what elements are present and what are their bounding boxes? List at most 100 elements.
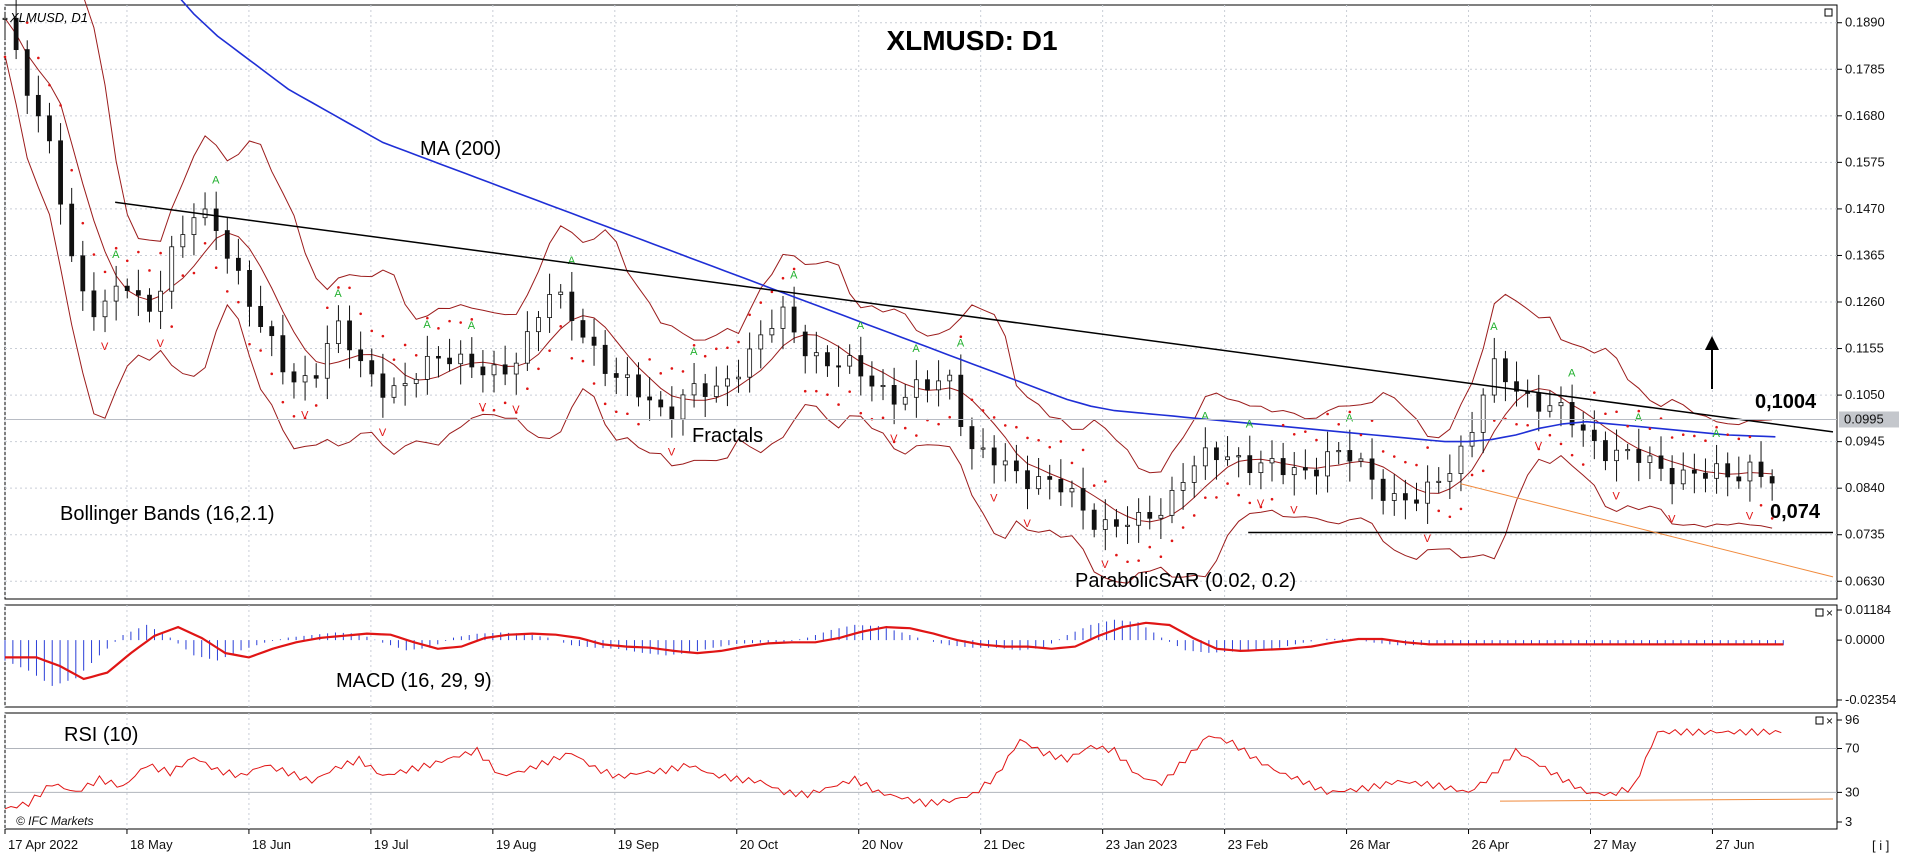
main-y-tick-label: 0.1785 [1845, 61, 1885, 76]
candle-body [1269, 458, 1275, 464]
candle-body [1258, 462, 1264, 474]
fractal-up-marker: A [912, 343, 920, 355]
fractal-down-marker: V [1613, 490, 1621, 502]
sar-dot [437, 327, 440, 330]
candle-body [769, 328, 775, 336]
sar-dot [1003, 424, 1007, 427]
candle-body [1291, 467, 1297, 476]
sar-dot [848, 390, 851, 393]
sar-dot [1170, 539, 1174, 543]
candle-body [291, 371, 297, 383]
candle-body [302, 375, 308, 383]
macd-label: MACD (16, 29, 9) [336, 670, 492, 692]
candle-body [458, 353, 464, 365]
sar-dot [348, 286, 351, 290]
sar-dot [792, 267, 796, 271]
fractal-up-marker: A [423, 319, 431, 331]
main-y-tick-label: 0.0630 [1845, 573, 1885, 588]
candle-body [1102, 519, 1108, 530]
candle-body [1202, 447, 1208, 467]
footer-info-icon[interactable]: [ i ] [1872, 838, 1889, 853]
chart-title: XLMUSD: D1 [886, 25, 1057, 56]
orange-trend-line [1460, 483, 1834, 578]
sar-dot [1015, 425, 1018, 429]
sar-dot [259, 349, 262, 352]
candle-body [358, 349, 364, 362]
candle-body [1425, 481, 1431, 504]
main-y-tick-label: 0.0945 [1845, 434, 1885, 449]
sar-dot [637, 422, 640, 426]
sar-dot [815, 389, 818, 393]
candle-body [324, 343, 330, 379]
trend-lines: 0.0995 [5, 201, 1899, 578]
sar-dot [1459, 507, 1463, 511]
candle-body [658, 399, 664, 408]
candle-body [1125, 524, 1130, 527]
candle-body [1247, 455, 1253, 474]
fractal-up-marker: A [1635, 412, 1643, 424]
sar-dot [326, 306, 329, 310]
candle-body [213, 208, 219, 231]
candle-body [1047, 476, 1053, 480]
candle-body [1302, 467, 1308, 471]
candle-body [135, 290, 141, 296]
sar-dot [781, 276, 785, 280]
fractal-down-marker: V [1290, 504, 1298, 516]
candle-body [1225, 456, 1230, 461]
macd-y-tick-label: -0.02354 [1845, 692, 1896, 707]
sar-dot [1670, 436, 1674, 439]
sar-dot [715, 347, 718, 351]
sar-dot [659, 372, 663, 375]
macd-pane-maximize-icon[interactable] [1815, 608, 1824, 617]
sar-dot [1037, 438, 1040, 442]
candle-body [191, 217, 197, 235]
sar-dot [25, 21, 29, 24]
rsi-pane-close-icon[interactable]: × [1826, 714, 1833, 728]
candle-body [158, 290, 163, 312]
sar-dot [1259, 505, 1263, 509]
candle-body [1614, 449, 1619, 462]
main-pane-maximize-icon[interactable] [1824, 8, 1833, 17]
candle-body [502, 364, 508, 375]
sar-dot [470, 318, 474, 321]
sar-dot [192, 271, 196, 275]
macd-pane-close-icon[interactable]: × [1826, 606, 1833, 620]
candle-body [91, 290, 97, 318]
sar-dot [1404, 460, 1407, 464]
candle-body [147, 294, 152, 312]
candle-body [280, 335, 286, 373]
candle-body [669, 406, 675, 420]
candle-body [1758, 461, 1764, 477]
rsi-pane-maximize-icon[interactable] [1815, 716, 1824, 725]
sar-dot [559, 324, 563, 328]
sar-dot [903, 426, 907, 430]
candle-body [947, 374, 953, 382]
sar-dot [1448, 515, 1452, 519]
up-arrow-icon [1705, 336, 1719, 350]
sar-dot [1581, 463, 1585, 466]
sar-dot [503, 401, 507, 405]
candle-body [1503, 358, 1508, 383]
fractal-up-marker: A [334, 288, 342, 300]
support-label: 0,074 [1770, 501, 1821, 523]
fractal-up-marker: A [568, 255, 576, 267]
candle-body [1236, 455, 1242, 458]
sar-dot [103, 270, 107, 274]
fractals: V A V A V A V A A V V A V A A A V A A V V V A A V V A V A V A V A V A V [101, 175, 1754, 572]
candle-body [902, 396, 908, 405]
sar-dot [692, 343, 696, 347]
sar-dot [70, 168, 73, 172]
sar-dot [892, 440, 896, 444]
fractal-up-marker: A [857, 320, 865, 332]
sar-dot [1337, 422, 1340, 426]
sar-dot [992, 416, 996, 419]
fractal-up-marker: A [112, 249, 120, 261]
fractal-up-marker: A [790, 270, 798, 282]
candle-body [558, 291, 564, 295]
candle-body [1703, 472, 1708, 479]
sar-dot [1526, 423, 1529, 427]
fractals-label: Fractals [692, 425, 763, 447]
sar-dot [1626, 424, 1629, 428]
